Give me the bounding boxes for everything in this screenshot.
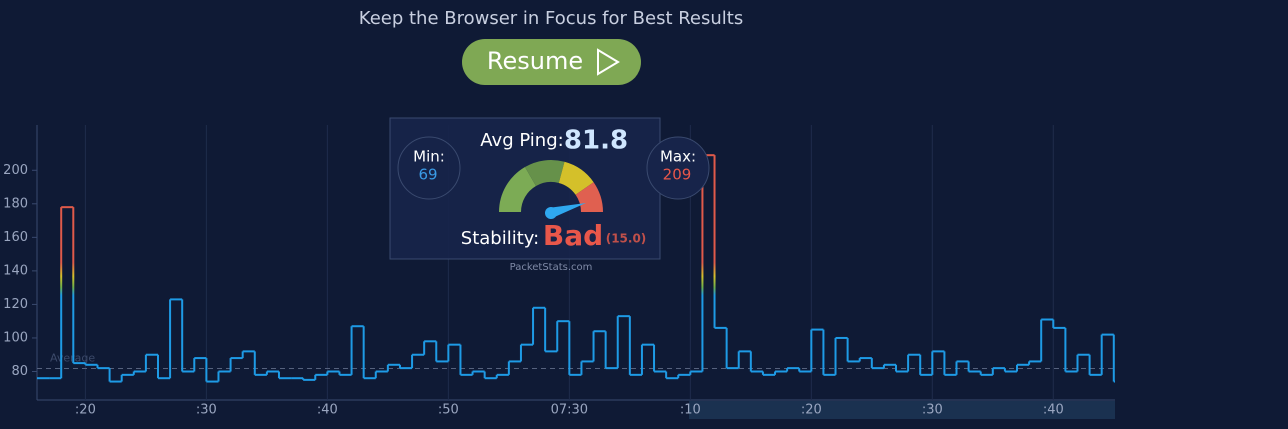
needle-hub — [545, 207, 557, 219]
play-icon[interactable] — [597, 48, 620, 76]
x-tick-label: :30 — [922, 403, 943, 418]
button-label[interactable]: Resume — [487, 47, 583, 75]
y-tick-label: 160 — [3, 230, 28, 245]
x-tick-label: :50 — [438, 403, 459, 418]
min-value: 69 — [418, 166, 437, 184]
stability-score: (15.0) — [606, 232, 647, 246]
x-tick-label: 07:30 — [551, 403, 588, 418]
avg-value: 81.8 — [564, 126, 628, 156]
x-tick-label: :10 — [680, 403, 701, 418]
min-circle — [397, 136, 461, 200]
resume-button[interactable]: Resume — [462, 39, 641, 85]
stability-value: Bad — [543, 219, 603, 252]
y-tick-label: 80 — [11, 364, 28, 379]
gauge-needle — [548, 203, 586, 219]
x-tick-label: :30 — [196, 403, 217, 418]
y-tick-label: 180 — [3, 196, 28, 211]
avg-label: Avg Ping: — [480, 130, 563, 151]
max-circle — [646, 136, 710, 200]
y-tick-label: 140 — [3, 263, 28, 278]
brand: PacketStats.com — [510, 262, 593, 273]
y-tick-label: 200 — [3, 163, 28, 178]
x-tick-label: :40 — [317, 403, 338, 418]
max-label: Max: — [660, 148, 696, 166]
y-tick-label: 120 — [3, 297, 28, 312]
gauge-segment — [499, 167, 536, 212]
x-tick-label: :40 — [1043, 403, 1064, 418]
gauge-segment — [558, 161, 594, 195]
min-label: Min: — [413, 148, 445, 166]
notice: Keep the Browser in Focus for Best Resul… — [359, 8, 743, 29]
stability-label: Stability: — [461, 228, 539, 249]
y-tick-label: 100 — [3, 330, 28, 345]
button-bg[interactable] — [462, 39, 641, 85]
selection-band — [689, 401, 1115, 419]
max-value: 209 — [663, 166, 692, 184]
x-tick-label: :20 — [75, 403, 96, 418]
gauge-segment — [525, 160, 565, 186]
stats-panel: Min: 69 Max: 209 Avg Ping: 81.8 Stabilit… — [389, 117, 710, 273]
x-tick-label: :20 — [801, 403, 822, 418]
